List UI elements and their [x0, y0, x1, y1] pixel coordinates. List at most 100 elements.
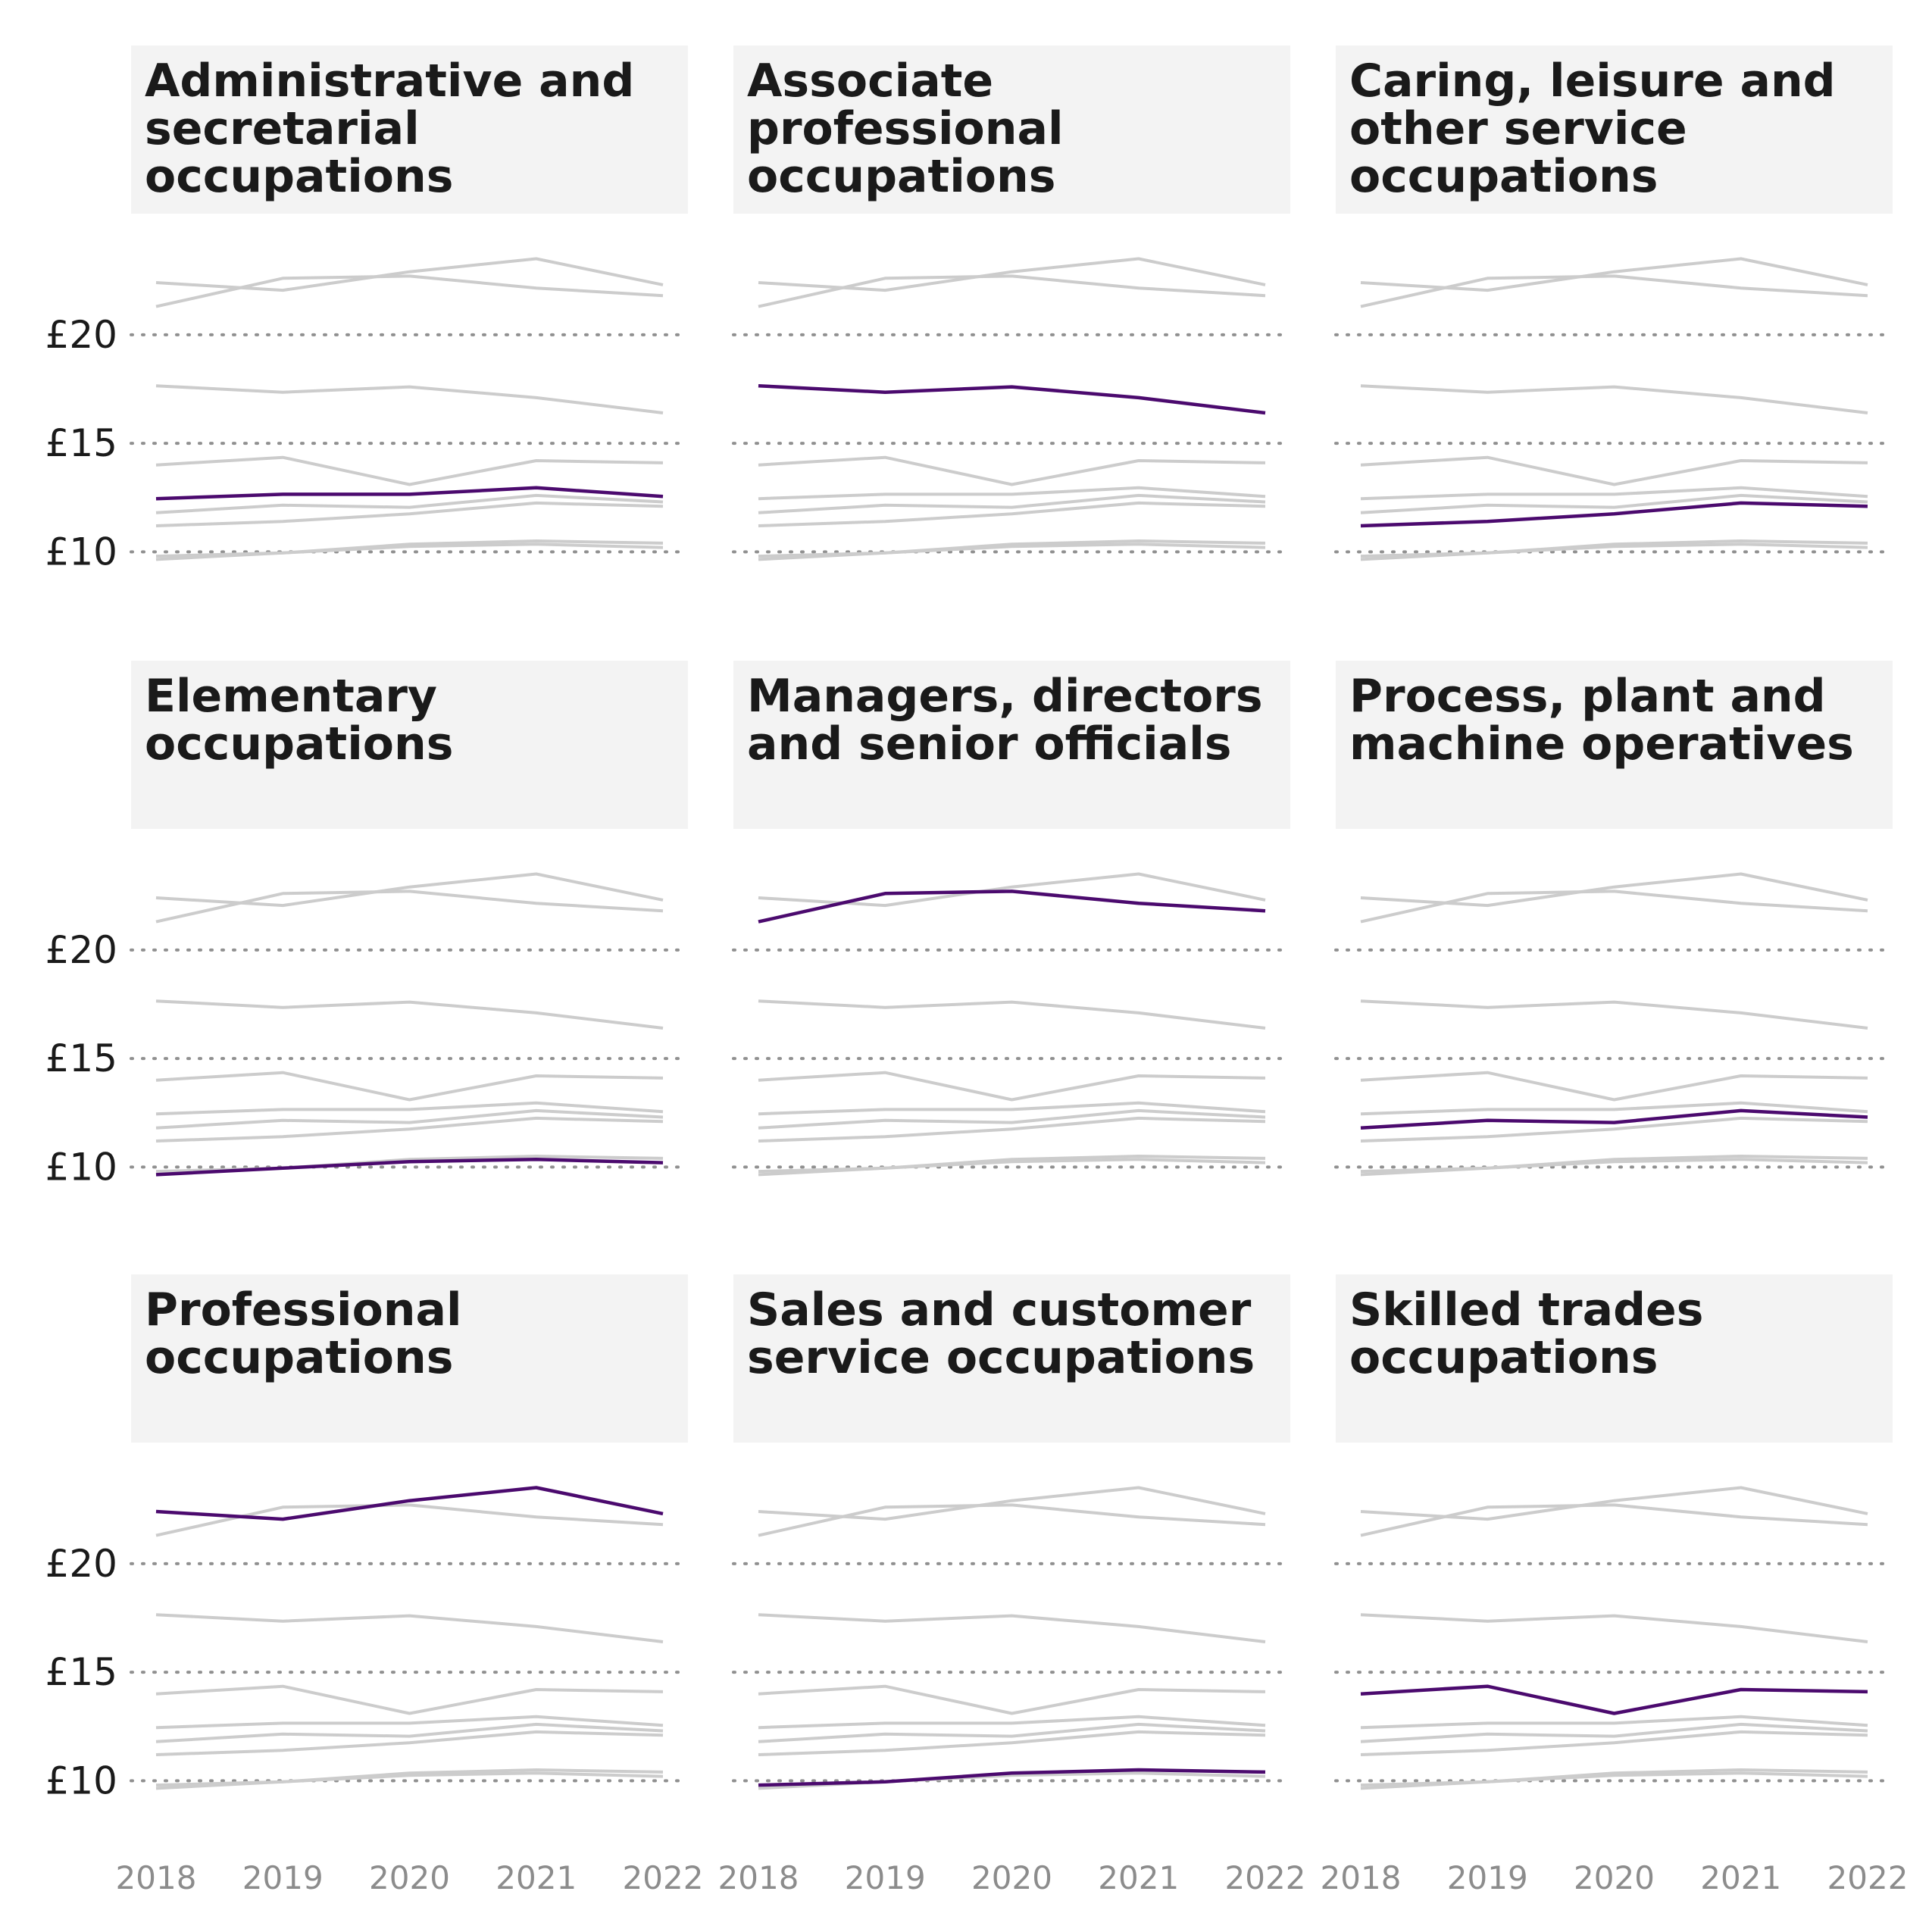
context-series-line [758, 999, 1266, 1030]
context-series-line [758, 1071, 1266, 1102]
context-series-line [1360, 486, 1868, 501]
x-tick-label: 2020 [971, 1859, 1052, 1896]
highlighted-series-line [1360, 501, 1868, 528]
panel-title-line: Associate [747, 55, 993, 108]
context-series-line [1360, 872, 1868, 908]
context-series-line [1360, 1613, 1868, 1643]
x-tick-label: 2020 [369, 1859, 450, 1896]
panel-title-line: Professional [145, 1283, 462, 1336]
panel-title-line: Process, plant and [1349, 670, 1826, 723]
context-series-line [155, 539, 664, 558]
context-series-line [758, 1684, 1266, 1715]
context-series-line [155, 257, 664, 292]
panel-title-line: Administrative and [145, 55, 634, 108]
panel-title-line: Caring, leisure and [1349, 55, 1836, 108]
context-series-line [155, 1108, 664, 1130]
context-series-line [1360, 1101, 1868, 1116]
x-tick-label: 2021 [1700, 1859, 1781, 1896]
y-tick-label: £10 [45, 530, 117, 574]
context-series-line [155, 1503, 664, 1537]
highlighted-series-line [758, 889, 1266, 924]
context-series-line [155, 493, 664, 514]
context-series-line [758, 1486, 1266, 1521]
x-tick-label: 2018 [1321, 1859, 1402, 1896]
context-series-line [1360, 1730, 1868, 1756]
highlighted-series-line [758, 383, 1266, 415]
context-series-line [758, 1108, 1266, 1130]
context-series-line [758, 1101, 1266, 1116]
context-series-line [758, 501, 1266, 527]
panel-strip [1336, 661, 1893, 829]
x-tick-label: 2022 [623, 1859, 704, 1896]
panel-title-line: service occupations [747, 1331, 1255, 1384]
context-series-line [1360, 274, 1868, 308]
context-series-line [758, 1730, 1266, 1756]
x-tick-label: 2019 [845, 1859, 926, 1896]
y-tick-label: £20 [45, 928, 117, 972]
context-series-line [1360, 384, 1868, 414]
highlighted-series-line [1360, 1108, 1868, 1130]
highlighted-series-line [758, 1768, 1266, 1787]
context-series-line [155, 1768, 664, 1787]
context-series-line [155, 384, 664, 414]
context-series-line [1360, 1486, 1868, 1521]
y-tick-label: £20 [45, 313, 117, 357]
y-tick-label: £10 [45, 1758, 117, 1802]
panel-strip [131, 45, 688, 214]
y-tick-label: £15 [45, 1650, 117, 1694]
context-series-line [155, 1101, 664, 1116]
highlighted-series-line [155, 1158, 664, 1177]
highlighted-series-line [1360, 1684, 1868, 1715]
panel-strip [131, 1274, 688, 1443]
y-tick-label: £15 [45, 421, 117, 465]
context-series-line [1360, 1116, 1868, 1143]
panel-title-line: machine operatives [1349, 717, 1854, 771]
x-tick-label: 2019 [242, 1859, 324, 1896]
panel-strip [733, 661, 1290, 829]
context-series-line [758, 1503, 1266, 1537]
panel-title-line: Managers, directors [747, 670, 1263, 723]
panel-strip [733, 45, 1290, 214]
context-series-line [1360, 889, 1868, 924]
x-tick-label: 2019 [1447, 1859, 1528, 1896]
x-tick-label: 2022 [1225, 1859, 1306, 1896]
context-series-line [1360, 493, 1868, 514]
context-series-line [758, 257, 1266, 292]
highlighted-series-line [155, 1486, 664, 1521]
context-series-line [1360, 1071, 1868, 1102]
panel-title-line: other service [1349, 102, 1687, 155]
context-series-line [155, 274, 664, 308]
context-series-line [155, 1730, 664, 1756]
context-series-line [155, 1722, 664, 1743]
panel-title-line: Elementary [145, 670, 437, 723]
context-series-line [155, 501, 664, 527]
context-series-line [758, 1715, 1266, 1730]
context-series-line [155, 1116, 664, 1143]
panel-title-line: and senior officials [747, 717, 1231, 771]
panel-strip [1336, 45, 1893, 214]
context-series-line [155, 1613, 664, 1643]
x-tick-label: 2022 [1827, 1859, 1909, 1896]
panel-strip [1336, 1274, 1893, 1443]
highlighted-series-line [155, 486, 664, 501]
context-series-line [1360, 1155, 1868, 1174]
panel-title-line: occupations [145, 1331, 453, 1384]
context-series-line [758, 1155, 1266, 1174]
context-series-line [758, 274, 1266, 308]
panel-title-line: occupations [747, 150, 1055, 203]
context-series-line [155, 455, 664, 486]
x-tick-label: 2018 [116, 1859, 197, 1896]
panel-title-line: Sales and customer [747, 1283, 1252, 1336]
x-tick-label: 2020 [1574, 1859, 1655, 1896]
context-series-line [758, 493, 1266, 514]
y-tick-label: £10 [45, 1145, 117, 1189]
context-series-line [155, 1684, 664, 1715]
panel-title-line: occupations [1349, 150, 1658, 203]
context-series-line [758, 455, 1266, 486]
y-tick-label: £20 [45, 1542, 117, 1586]
